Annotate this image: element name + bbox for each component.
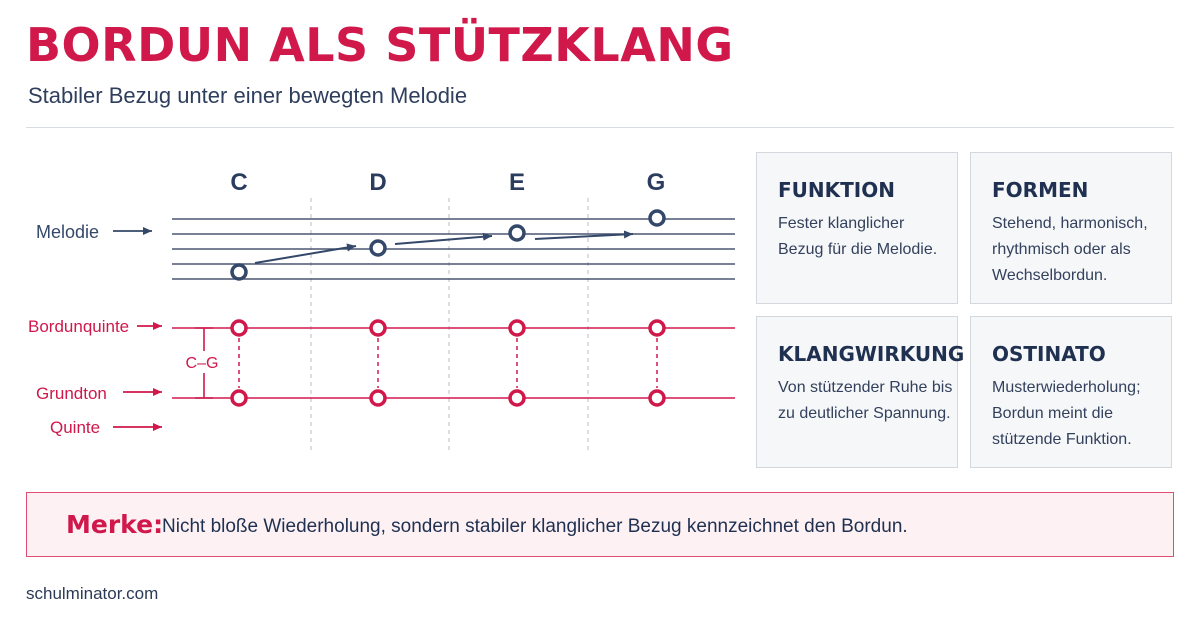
card-title: FUNKTION — [778, 178, 895, 202]
footer-site: schulminator.com — [26, 584, 159, 603]
bordun-diagram: C D E G Melodie — [0, 130, 745, 470]
card-title: KLANGWIRKUNG — [778, 342, 965, 366]
card-ostinato: OSTINATO Musterwiederholung; Bordun mein… — [970, 316, 1172, 468]
diagram-svg: C D E G Melodie — [28, 169, 735, 450]
bordun-quinte-note — [508, 319, 526, 337]
divider — [26, 127, 1174, 128]
interval-label: C–G — [186, 355, 219, 372]
card-klangwirkung: KLANGWIRKUNG Von stützender Ruhe bis zu … — [756, 316, 964, 468]
melody-note-d — [369, 239, 387, 257]
merke-label: Merke: — [66, 510, 164, 539]
melody-note-g — [648, 209, 666, 227]
melody-step-arrow — [394, 232, 493, 245]
card-text: Musterwiederholung; Bordun meint die stü… — [992, 379, 1141, 448]
bordun-quinte-note — [369, 319, 387, 337]
card-text: Fester klanglicher Bezug für die Melodie… — [778, 215, 938, 258]
bordun-quinte-note — [230, 319, 248, 337]
melody-step-arrow — [254, 243, 357, 264]
melody-step-arrow — [534, 230, 634, 240]
grundton-note — [508, 389, 526, 407]
melodie-label: Melodie — [36, 222, 99, 242]
bordun-quinte-note — [648, 319, 666, 337]
page-title: BORDUN ALS STÜTZKLANG — [26, 18, 734, 72]
melody-note-e — [508, 224, 526, 242]
quinte-label: Quinte — [50, 418, 100, 437]
interval-label-bg — [183, 351, 223, 373]
card-funktion: FUNKTION Fester klanglicher Bezug für di… — [756, 152, 958, 304]
card-text: Von stützender Ruhe bis zu deutlicher Sp… — [778, 379, 953, 422]
grundton-note — [369, 389, 387, 407]
melody-note-c — [230, 263, 248, 281]
grundton-note — [230, 389, 248, 407]
card-formen: FORMEN Stehend, harmonisch, rhythmisch o… — [970, 152, 1172, 304]
grundton-note — [648, 389, 666, 407]
grundton-label: Grundton — [36, 384, 107, 403]
bordunquinte-label: Bordunquinte — [28, 317, 129, 336]
card-title: OSTINATO — [992, 342, 1106, 366]
card-title: FORMEN — [992, 178, 1089, 202]
page-subtitle: Stabiler Bezug unter einer bewegten Melo… — [28, 83, 468, 108]
note-name-c: C — [230, 169, 247, 196]
note-name-d: D — [369, 169, 386, 196]
card-text: Stehend, harmonisch, rhythmisch oder als… — [992, 215, 1148, 284]
note-name-e: E — [509, 169, 525, 196]
merke-text: Nicht bloße Wiederholung, sondern stabil… — [162, 516, 908, 537]
note-name-g: G — [647, 169, 666, 196]
merke-box: Merke: Nicht bloße Wiederholung, sondern… — [26, 492, 1174, 557]
